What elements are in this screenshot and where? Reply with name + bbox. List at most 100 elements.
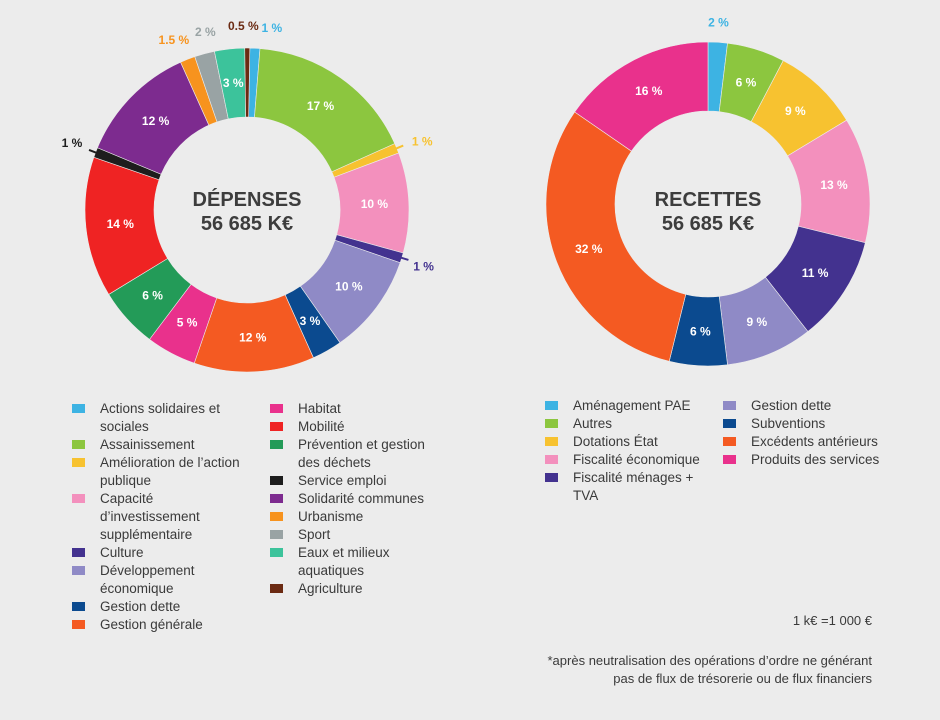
depenses-legend-item-developpement-economique: Développement économique [72,562,242,598]
depenses-label-gestion-dette: 3 % [300,314,321,328]
legend-label: Excédents antérieurs [751,434,878,449]
footnote: *après neutralisation des opérations d’o… [547,653,873,686]
legend-label: Subventions [751,416,826,431]
recettes-legend-item-amenagement-pae: Aménagement PAE [545,397,700,415]
legend-swatch [270,494,283,503]
legend-swatch [545,419,558,428]
depenses-label-agriculture: 0.5 % [228,19,259,33]
recettes-segment-produits-des-services [574,41,709,152]
legend-swatch [72,404,85,413]
depenses-legend-item-assainissement: Assainissement [72,436,242,454]
legend-swatch [72,494,85,503]
legend-swatch [72,602,85,611]
depenses-legend-item-solidarite-communes: Solidarité communes [270,490,430,508]
recettes-legend-column-2: Gestion dette Subventions Excédents antéri… [723,397,883,469]
legend-swatch [723,455,736,464]
legend-swatch [72,566,85,575]
legend-label: Gestion dette [751,398,832,413]
recettes-legend-item-excedents-anterieurs: Excédents antérieurs [723,433,883,451]
legend-swatch [72,458,85,467]
legend-label: Actions solidaires et sociales [100,401,221,434]
depenses-leader-amelioration-de-l-action-publique [394,144,404,150]
recettes-label-produits-des-services: 16 % [635,84,663,98]
depenses-legend-item-prevention-et-gestion-des-dechets: Prévention et gestion des déchets [270,436,430,472]
recettes-segment-excedents-anterieurs [545,111,687,362]
recettes-legend-item-fiscalite-menages-tva: Fiscalité ménages + TVA [545,469,700,505]
legend-label: Fiscalité économique [573,452,700,467]
legend-label: Culture [100,545,144,560]
legend-label: Agriculture [298,581,363,596]
legend-label: Développement économique [100,563,195,596]
depenses-legend-item-amelioration-de-l-action-publique: Amélioration de l’action publique [72,454,242,490]
depenses-legend-item-gestion-generale: Gestion générale [72,616,242,634]
legend-swatch [72,548,85,557]
legend-swatch [723,401,736,410]
depenses-legend-column-1: Actions solidaires et sociales Assainisse… [72,400,242,634]
legend-label: Sport [298,527,331,542]
recettes-label-excedents-anterieurs: 32 % [575,242,603,256]
legend-label: Autres [573,416,613,431]
recettes-legend-item-subventions: Subventions [723,415,883,433]
legend-label: Mobilité [298,419,345,434]
legend-label: Produits des services [751,452,880,467]
recettes-legend-item-autres: Autres [545,415,700,433]
legend-label: Prévention et gestion des déchets [298,437,425,470]
recettes-legend-item-dotations-etat: Dotations État [545,433,700,451]
recettes-label-amenagement-pae: 2 % [708,15,729,29]
recettes-legend-item-produits-des-services: Produits des services [723,451,883,469]
depenses-label-sport: 2 % [195,25,216,39]
depenses-label-assainissement: 17 % [307,99,335,113]
depenses-total: 56 685 K€ [201,213,293,235]
depenses-label-developpement-economique: 10 % [335,280,363,294]
legend-label: Gestion dette [100,599,181,614]
depenses-legend-item-habitat: Habitat [270,400,430,418]
recettes-total: 56 685 K€ [662,213,754,235]
legend-swatch [270,476,283,485]
legend-swatch [723,419,736,428]
depenses-legend-item-urbanisme: Urbanisme [270,508,430,526]
legend-swatch [723,437,736,446]
depenses-label-eaux-et-milieux-aquatiques: 3 % [223,76,244,90]
recettes-label-fiscalite-economique: 13 % [820,178,848,192]
recettes-donut-chart: 2 % 6 % 9 % 13 % 11 % 9 % 6 % 32 % 16 % RECETTES… [545,15,871,367]
depenses-legend-column-2: Habitat Mobilité Prévention et gestion des… [270,400,430,598]
legend-label: Habitat [298,401,341,416]
legend-swatch [545,401,558,410]
legend-swatch [545,455,558,464]
depenses-segment-labels: 1 % 17 % 1 % 10 % 1 % 10 % 3 % 12 % 5 % 6 % 14 % 1 … [62,19,435,344]
depenses-label-culture: 1 % [413,259,434,273]
legend-swatch [545,437,558,446]
depenses-segment-agriculture [244,47,251,118]
legend-swatch [270,404,283,413]
depenses-legend-item-gestion-dette: Gestion dette [72,598,242,616]
depenses-label-gestion-generale: 12 % [239,330,267,344]
legend-label: Assainissement [100,437,195,452]
recettes-title: RECETTES [655,189,762,211]
depenses-label-amelioration-de-l-action-publique: 1 % [412,135,433,149]
depenses-legend-item-eaux-et-milieux-aquatiques: Eaux et milieux aquatiques [270,544,430,580]
legend-swatch [72,440,85,449]
legend-swatch [270,512,283,521]
recettes-label-gestion-dette: 9 % [746,315,767,329]
legend-label: Service emploi [298,473,387,488]
depenses-segments [84,47,410,373]
legend-swatch [270,530,283,539]
recettes-segments [545,41,871,367]
legend-label: Gestion générale [100,617,203,632]
recettes-label-subventions: 6 % [690,324,711,338]
unit-note: 1 k€ =1 000 € [792,613,872,628]
depenses-legend-item-mobilite: Mobilité [270,418,430,436]
depenses-label-solidarite-communes: 12 % [142,114,170,128]
depenses-label-mobilite: 14 % [107,217,135,231]
depenses-legend-item-service-emploi: Service emploi [270,472,430,490]
depenses-label-actions-solidaires-et-sociales: 1 % [261,21,282,35]
depenses-legend-item-culture: Culture [72,544,242,562]
recettes-label-fiscalite-menages-tva: 11 % [802,266,829,280]
legend-label: Capacité d’investissement supplémentaire [100,491,200,542]
legend-swatch [270,584,283,593]
depenses-donut-chart: 1 % 17 % 1 % 10 % 1 % 10 % 3 % 12 % 5 % 6 % 14 % 1 … [62,19,435,373]
recettes-legend-item-fiscalite-economique: Fiscalité économique [545,451,700,469]
legend-swatch [545,473,558,482]
depenses-legend-item-capacite-d-investissement-supplementaire: Capacité d’investissement supplémentaire [72,490,242,544]
recettes-legend-column-1: Aménagement PAE Autres Dotations État Fisca… [545,397,700,505]
